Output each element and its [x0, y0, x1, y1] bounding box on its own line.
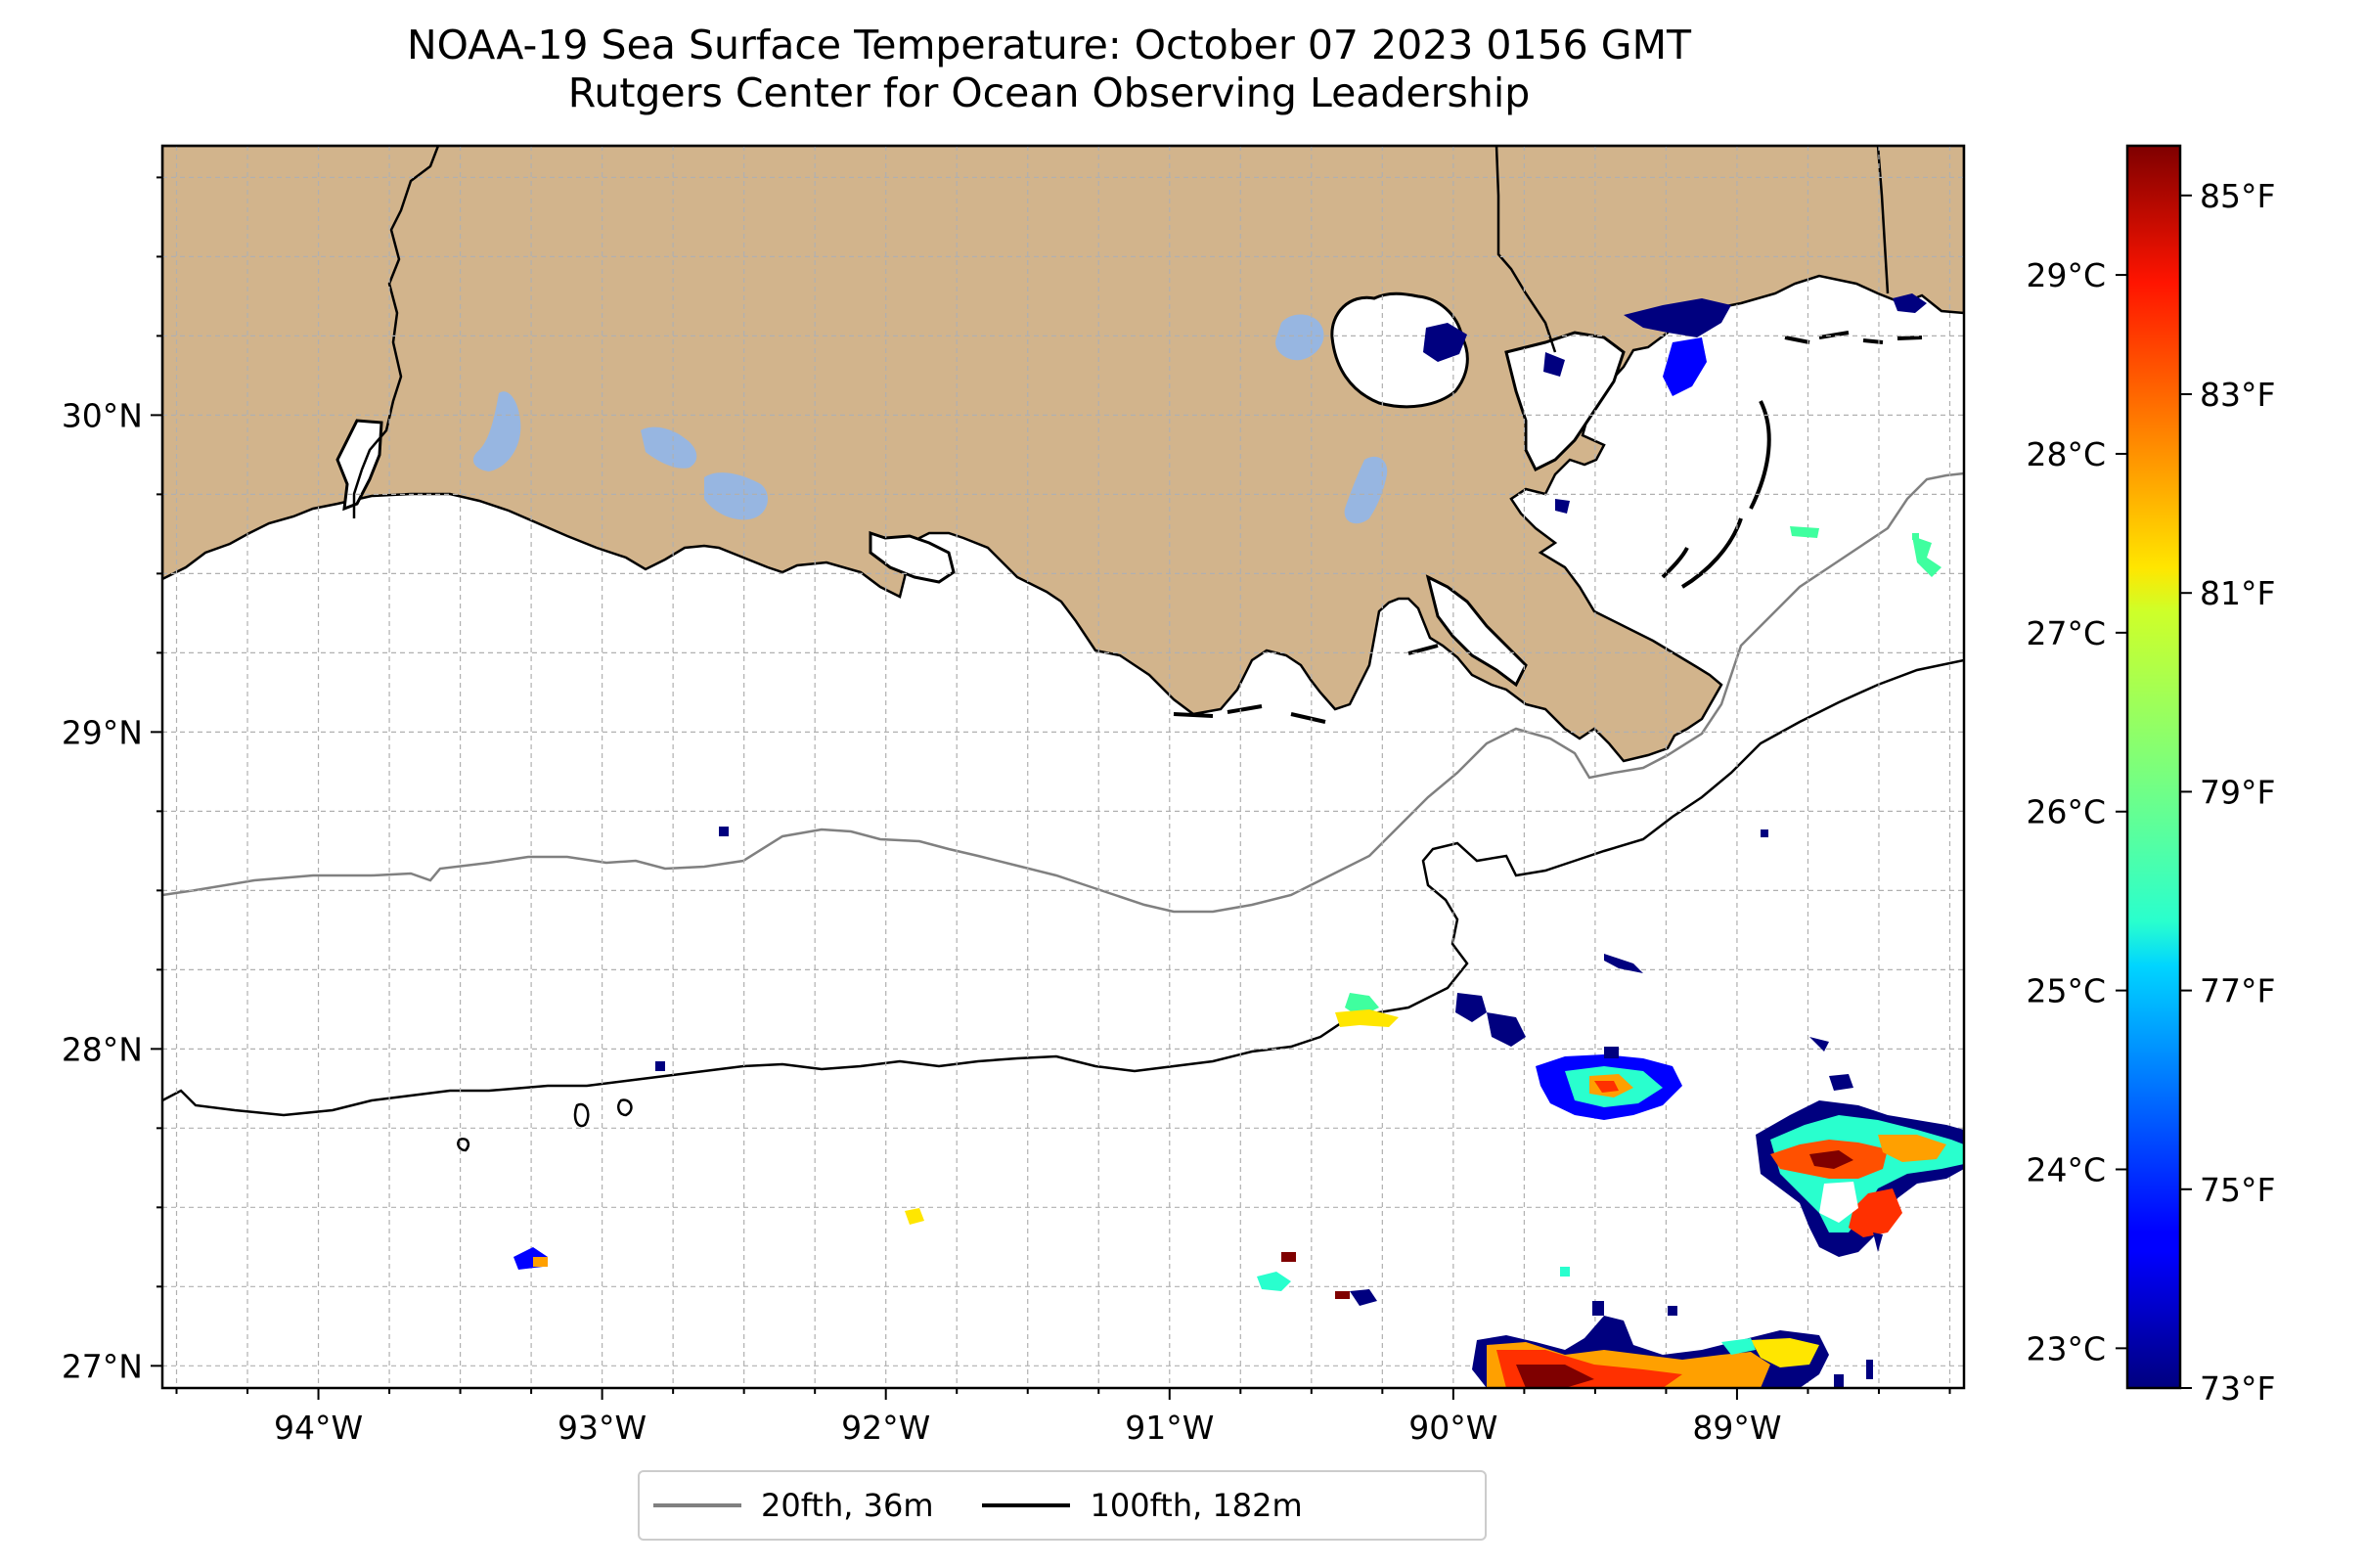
lon-tick-label: 92°W — [841, 1409, 930, 1447]
state-boundary-texas-louisiana — [352, 146, 440, 518]
fahrenheit-tick-label: 81°F — [2200, 574, 2275, 612]
celsius-tick-label: 29°C — [2026, 256, 2106, 294]
longitude-axis: 94°W 93°W 92°W 91°W 90°W 89°W — [175, 1388, 1951, 1447]
celsius-tick-label: 27°C — [2026, 614, 2106, 652]
map-title: NOAA-19 Sea Surface Temperature: October… — [156, 22, 1941, 117]
colorbar-frame — [2125, 144, 2182, 1390]
lon-tick-label: 93°W — [558, 1409, 647, 1447]
colorbar-celsius-axis: 23°C 24°C 25°C 26°C 27°C 28°C 29°C — [2026, 256, 2127, 1367]
legend-label-100fth: 100fth, 182m — [1090, 1487, 1303, 1524]
vermilion-bay — [869, 530, 956, 584]
calcasieu-lake — [335, 419, 383, 512]
celsius-tick-label: 24°C — [2026, 1150, 2106, 1188]
lake-pontchartrain — [1330, 291, 1469, 409]
fahrenheit-tick-label: 73°F — [2200, 1369, 2275, 1408]
lon-tick-label: 94°W — [274, 1409, 363, 1447]
lat-tick-label: 28°N — [62, 1030, 143, 1068]
colorbar-fahrenheit-axis: 73°F 75°F 77°F 79°F 81°F 83°F 85°F — [2180, 177, 2275, 1408]
celsius-tick-label: 23°C — [2026, 1329, 2106, 1367]
state-boundary-louisiana-mississippi — [1495, 146, 1557, 353]
sst-patches — [513, 293, 1964, 1388]
fahrenheit-tick-label: 83°F — [2200, 376, 2275, 414]
title-line-1: NOAA-19 Sea Surface Temperature: October… — [406, 22, 1691, 68]
map-frame — [160, 144, 1966, 1390]
lon-tick-label: 90°W — [1408, 1409, 1497, 1447]
map-gridlines — [162, 146, 1964, 1388]
colorbar-gradient — [2127, 146, 2180, 1388]
legend-line-100fth — [982, 1503, 1071, 1507]
celsius-tick-label: 26°C — [2026, 793, 2106, 831]
contour-100fth — [162, 658, 1964, 1117]
state-boundary-mississippi-alabama — [1876, 146, 1890, 294]
latitude-axis: 30°N 29°N 28°N 27°N — [62, 176, 162, 1385]
legend-label-20fth: 20fth, 36m — [761, 1487, 934, 1524]
contour-100fth-islands — [457, 1098, 633, 1152]
lon-tick-label: 89°W — [1692, 1409, 1781, 1447]
fahrenheit-tick-label: 75°F — [2200, 1171, 2275, 1209]
fahrenheit-tick-label: 77°F — [2200, 972, 2275, 1010]
lon-tick-label: 91°W — [1125, 1409, 1214, 1447]
barataria-bay — [1425, 574, 1528, 688]
lat-tick-label: 30°N — [62, 396, 143, 434]
fahrenheit-tick-label: 85°F — [2200, 177, 2275, 215]
celsius-tick-label: 28°C — [2026, 435, 2106, 473]
chandeleur-islands — [1661, 400, 1771, 589]
title-line-2: Rutgers Center for Ocean Observing Leade… — [567, 69, 1531, 116]
celsius-tick-label: 25°C — [2026, 972, 2106, 1010]
fahrenheit-tick-label: 79°F — [2200, 773, 2275, 811]
breton-sound — [1504, 331, 1626, 472]
legend-item-100fth: 100fth, 182m — [982, 1487, 1303, 1524]
ship-island — [1784, 331, 1923, 344]
map-area — [162, 146, 1964, 1388]
land-louisiana-texas — [162, 146, 1964, 763]
legend-item-20fth: 20fth, 36m — [653, 1487, 933, 1524]
legend-line-20fth — [653, 1503, 741, 1507]
lat-tick-label: 27°N — [62, 1347, 143, 1385]
lat-tick-label: 29°N — [62, 713, 143, 751]
isles-dernieres — [1173, 644, 1439, 724]
contour-20fth — [162, 471, 1964, 914]
contour-legend: 20fth, 36m 100fth, 182m — [638, 1470, 1487, 1541]
